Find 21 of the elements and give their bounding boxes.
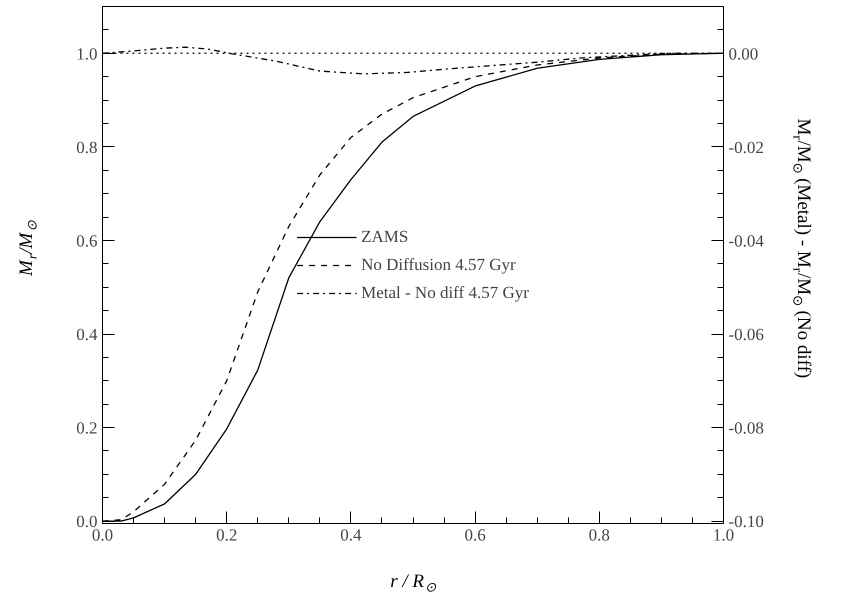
text: Mr/M⊙ (Metal) - Mr/M⊙ (No diff)	[790, 118, 814, 378]
x-tick-label: 0.8	[588, 526, 610, 544]
legend-label: No Diffusion 4.57 Gyr	[361, 254, 516, 274]
y2-tick-label: -0.02	[728, 138, 764, 157]
y-tick-label: 0.8	[76, 138, 98, 157]
y-tick-label: 0.6	[76, 231, 98, 250]
x-tick-label: 0.6	[464, 526, 486, 544]
legend-label: Metal - No diff 4.57 Gyr	[361, 282, 529, 302]
y2-tick-label: 0.00	[728, 44, 758, 64]
y2-tick-label: -0.08	[728, 418, 764, 438]
x-axis-title: r / R⊙	[390, 571, 438, 595]
y-tick-label: 0.4	[76, 325, 98, 344]
legend-label: ZAMS	[361, 226, 408, 246]
y-tick-label: 1.0	[76, 44, 98, 64]
x-tick-label: 0.2	[216, 526, 238, 544]
x-tick-label: 1.0	[712, 526, 734, 544]
y2-tick-label: -0.06	[728, 325, 764, 344]
x-tick-label: 0.4	[340, 526, 362, 544]
y-axis-title: Mr/M⊙	[16, 220, 40, 277]
y-tick-label: 0.2	[76, 418, 98, 438]
y2-tick-label: -0.04	[728, 231, 764, 250]
